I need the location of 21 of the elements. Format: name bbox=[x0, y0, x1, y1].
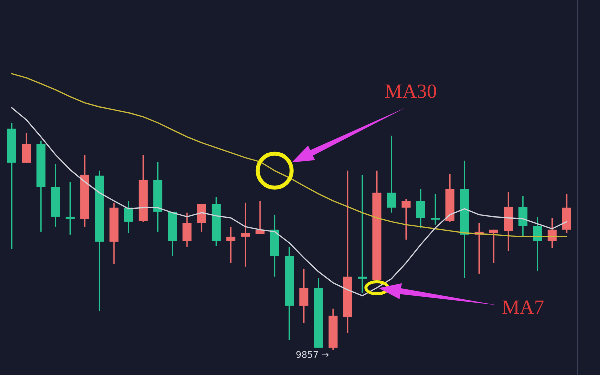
candlestick bbox=[416, 188, 426, 229]
candlestick bbox=[387, 135, 396, 214]
candlestick bbox=[22, 132, 32, 164]
candlestick bbox=[358, 174, 368, 294]
candlestick bbox=[562, 193, 572, 234]
candlestick bbox=[226, 226, 236, 264]
candlestick bbox=[489, 229, 498, 264]
candlestick bbox=[533, 216, 542, 272]
candlestick bbox=[431, 193, 440, 226]
candlestick bbox=[124, 200, 134, 234]
candlestick bbox=[182, 212, 192, 248]
annotation: MA7 bbox=[502, 297, 544, 320]
candlestick bbox=[402, 198, 411, 241]
candlestick bbox=[241, 202, 250, 268]
candlestick bbox=[548, 217, 557, 249]
candlestick bbox=[300, 268, 309, 324]
candlestick bbox=[66, 181, 75, 236]
text: 9857 → bbox=[296, 351, 330, 361]
candlestick bbox=[518, 195, 528, 237]
candlestick bbox=[197, 203, 206, 233]
text: MA30 bbox=[384, 80, 438, 103]
